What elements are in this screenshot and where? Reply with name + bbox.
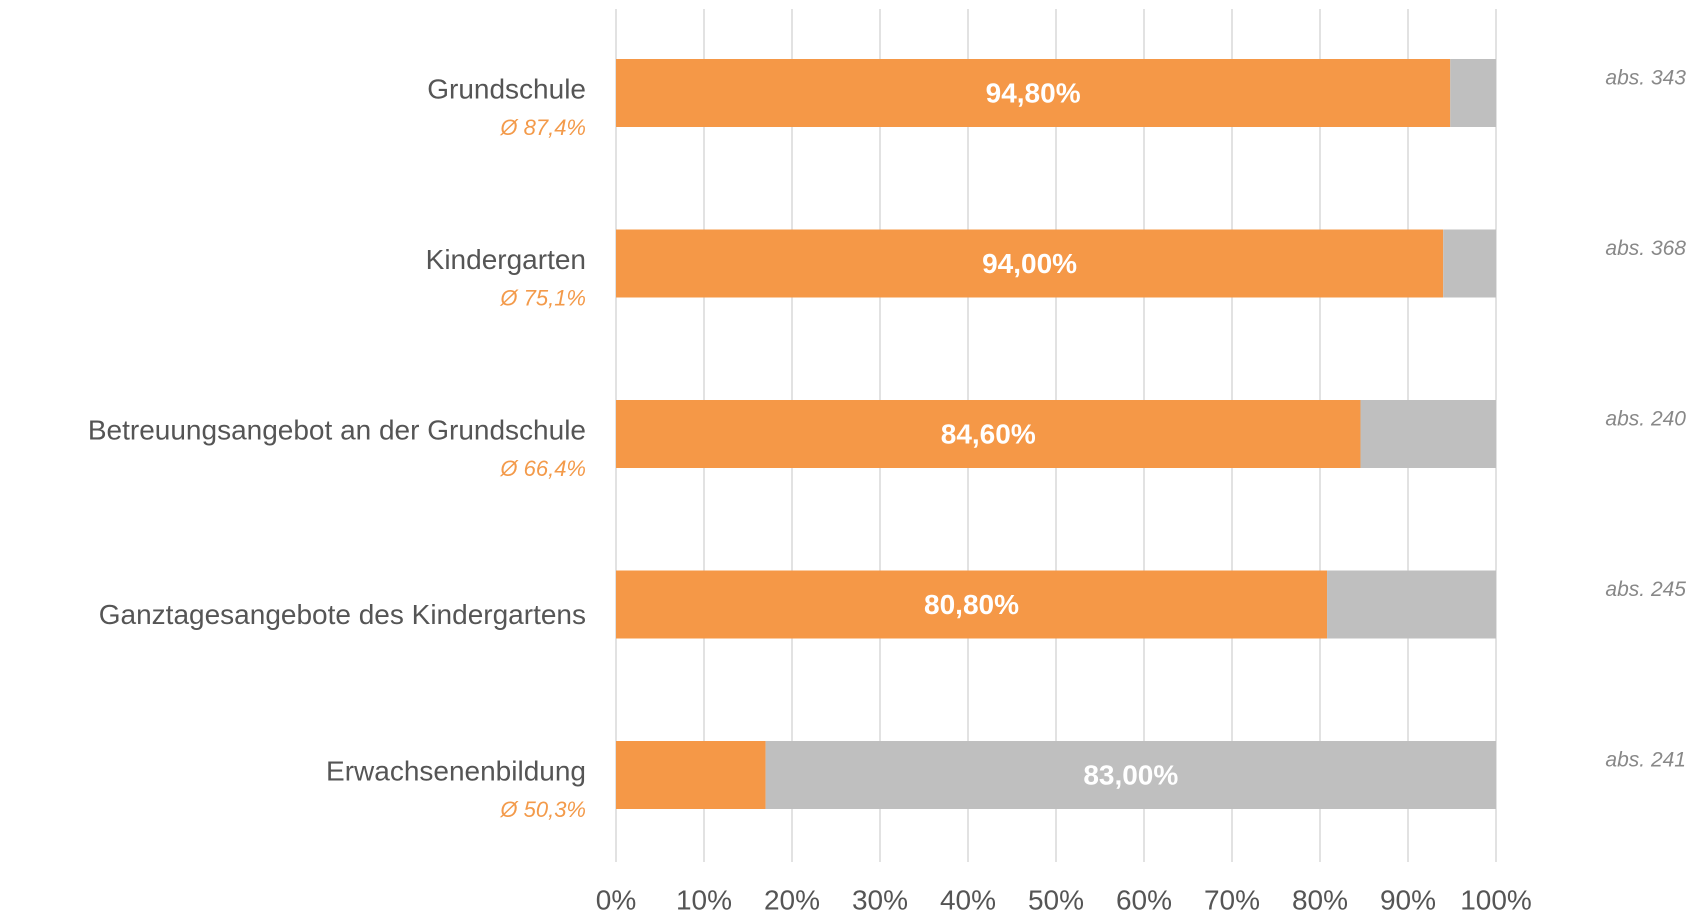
bar-segment xyxy=(616,741,766,809)
category-label: Ganztagesangebote des Kindergartens xyxy=(99,599,586,630)
count-label: abs. 245 xyxy=(1605,578,1686,601)
value-label: 94,80% xyxy=(986,77,1081,108)
category-label: Erwachsenenbildung xyxy=(326,755,586,786)
x-tick-label: 20% xyxy=(764,884,820,915)
average-label: Ø 75,1% xyxy=(499,285,586,310)
count-label: abs. 368 xyxy=(1605,237,1686,260)
x-tick-label: 70% xyxy=(1204,884,1260,915)
category-label: Betreuungsangebot an der Grundschule xyxy=(88,414,586,445)
bar-segment xyxy=(616,229,1444,298)
bar-segment xyxy=(616,59,1451,127)
bar-segment xyxy=(1443,229,1496,298)
x-tick-label: 0% xyxy=(596,884,636,915)
bar-segment xyxy=(616,570,1328,639)
x-tick-label: 30% xyxy=(852,884,908,915)
average-label: Ø 50,3% xyxy=(499,797,586,822)
value-label: 83,00% xyxy=(1083,759,1178,790)
bar-segment xyxy=(616,400,1361,468)
x-tick-label: 50% xyxy=(1028,884,1084,915)
x-tick-label: 90% xyxy=(1380,884,1436,915)
bar-segment xyxy=(1450,59,1496,127)
average-label: Ø 66,4% xyxy=(499,456,586,481)
bar-segment xyxy=(765,741,1496,809)
category-label: Grundschule xyxy=(427,73,586,104)
value-label: 94,00% xyxy=(982,248,1077,279)
bar-segment xyxy=(1360,400,1496,468)
value-label: 80,80% xyxy=(924,589,1019,620)
category-label: Kindergarten xyxy=(426,244,586,275)
x-tick-label: 80% xyxy=(1292,884,1348,915)
x-tick-label: 100% xyxy=(1460,884,1532,915)
x-tick-label: 60% xyxy=(1116,884,1172,915)
value-label: 84,60% xyxy=(941,418,1036,449)
count-label: abs. 343 xyxy=(1605,67,1686,90)
count-label: abs. 240 xyxy=(1605,408,1686,431)
x-tick-label: 40% xyxy=(940,884,996,915)
x-tick-label: 10% xyxy=(676,884,732,915)
count-label: abs. 241 xyxy=(1605,749,1686,772)
bar-segment xyxy=(1327,570,1496,639)
average-label: Ø 87,4% xyxy=(499,115,586,140)
